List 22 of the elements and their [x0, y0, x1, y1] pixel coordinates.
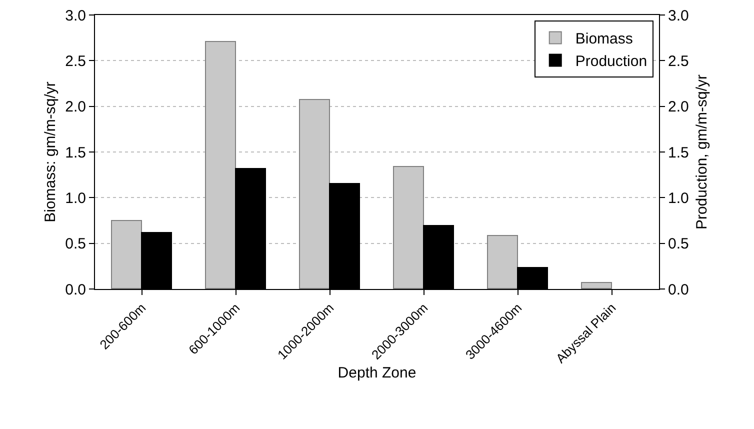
y-tick-label: 2.5	[65, 52, 86, 70]
bar	[205, 41, 236, 289]
y2-axis-title: Production, gm/m-sq/yr	[694, 74, 710, 230]
y-tick-label: 2.0	[65, 98, 86, 116]
y2-tick-label: 0.0	[668, 281, 689, 298]
x-axis-title: Depth Zone	[338, 364, 416, 382]
legend-label: Production	[575, 53, 648, 70]
y-tick-label: 1.0	[65, 190, 86, 207]
y-tick-label: 3.0	[65, 7, 86, 24]
y-tick-label: 1.5	[65, 144, 86, 162]
y2-tick-label: 3.0	[668, 7, 689, 24]
y-tick-label: 0.0	[65, 281, 86, 298]
y-axis-title: Biomass: gm/m-sq/yr	[42, 82, 59, 222]
bar	[487, 235, 518, 289]
y2-tick-label: 1.5	[668, 144, 689, 162]
y2-tick-label: 1.0	[668, 190, 689, 207]
y2-tick-label: 2.5	[668, 52, 689, 70]
legend-label: Biomass	[575, 30, 633, 48]
y-tick-label: 0.5	[65, 236, 86, 253]
bar	[581, 282, 612, 289]
y2-tick-label: 2.0	[668, 98, 689, 116]
y2-tick-label: 0.5	[668, 236, 689, 253]
